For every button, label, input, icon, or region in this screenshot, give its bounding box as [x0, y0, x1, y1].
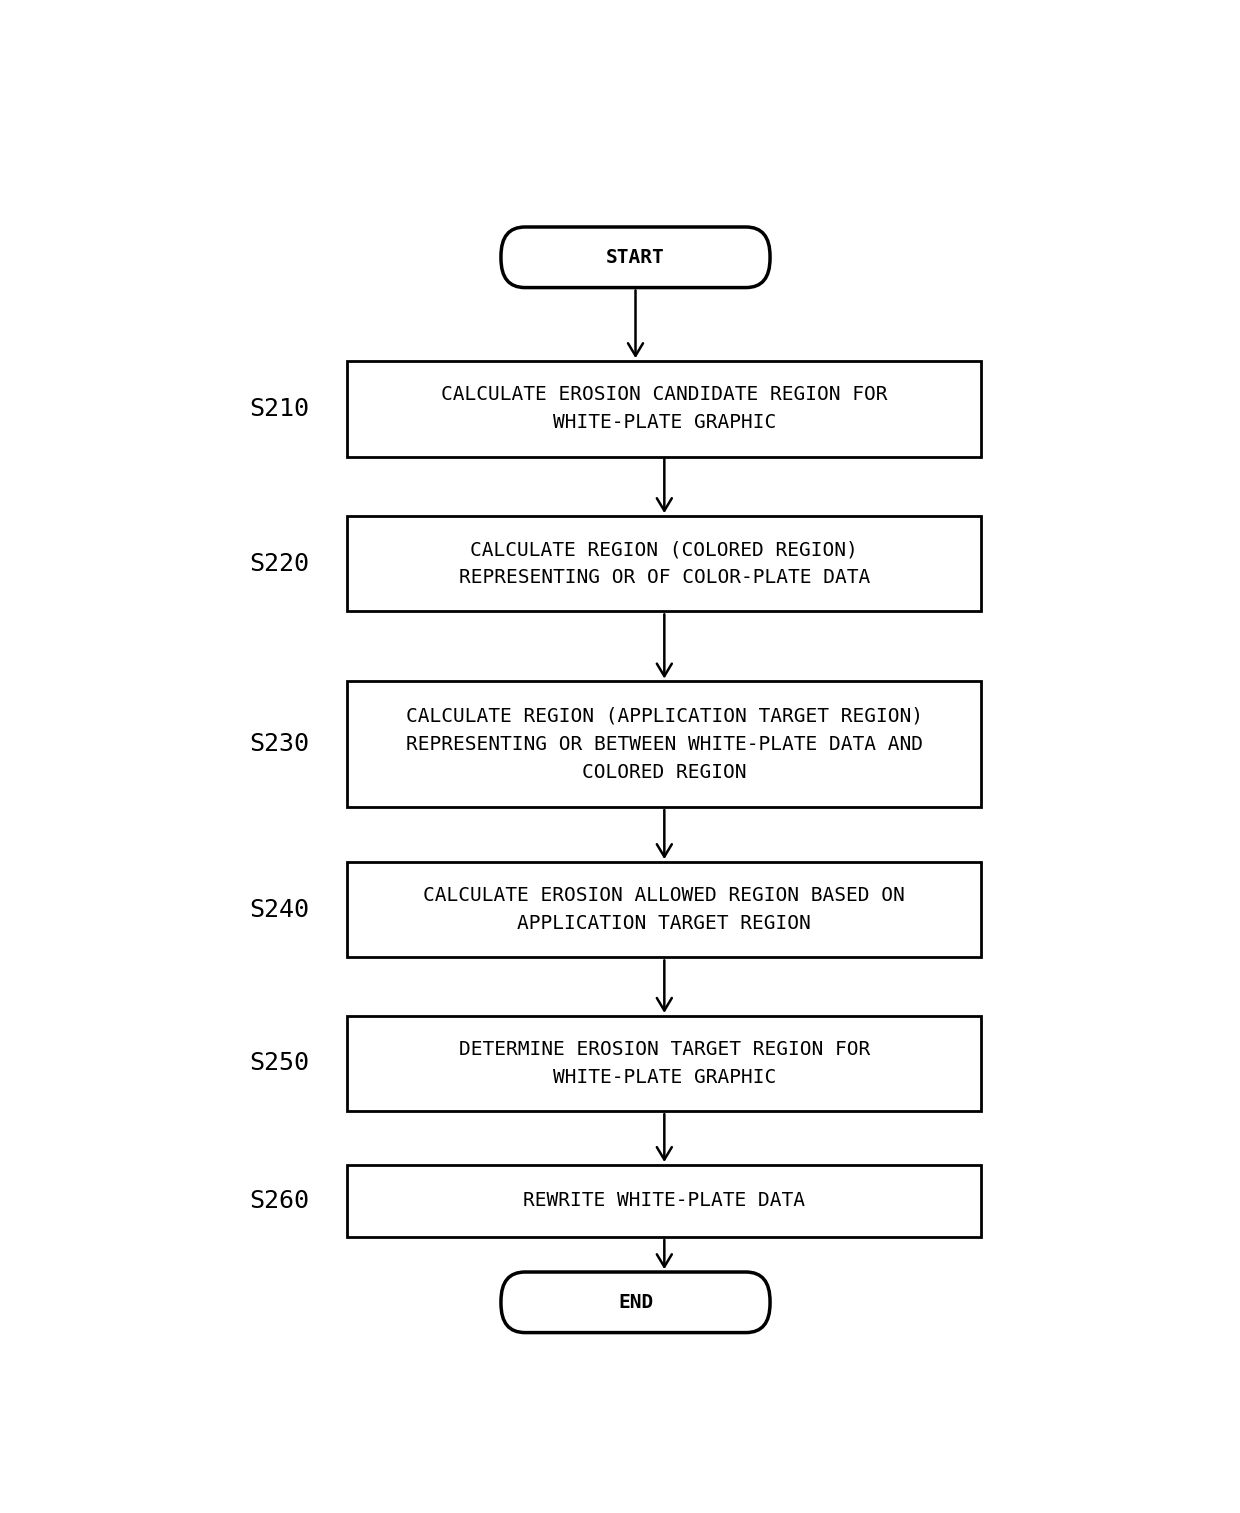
- Bar: [347, 516, 982, 611]
- Text: START: START: [606, 248, 665, 266]
- Text: S220: S220: [249, 552, 309, 575]
- Text: CALCULATE EROSION ALLOWED REGION BASED ON
APPLICATION TARGET REGION: CALCULATE EROSION ALLOWED REGION BASED O…: [423, 887, 905, 934]
- Text: S240: S240: [249, 897, 309, 921]
- FancyBboxPatch shape: [501, 1272, 770, 1333]
- Text: S250: S250: [249, 1052, 309, 1076]
- Text: CALCULATE REGION (APPLICATION TARGET REGION)
REPRESENTING OR BETWEEN WHITE-PLATE: CALCULATE REGION (APPLICATION TARGET REG…: [405, 707, 923, 782]
- Text: S230: S230: [249, 732, 309, 756]
- Text: S210: S210: [249, 396, 309, 421]
- Bar: [347, 1165, 982, 1238]
- FancyBboxPatch shape: [501, 227, 770, 287]
- Text: DETERMINE EROSION TARGET REGION FOR
WHITE-PLATE GRAPHIC: DETERMINE EROSION TARGET REGION FOR WHIT…: [459, 1039, 870, 1086]
- Bar: [347, 862, 982, 958]
- Bar: [347, 681, 982, 806]
- Text: END: END: [618, 1292, 653, 1312]
- Bar: [347, 362, 982, 457]
- Text: REWRITE WHITE-PLATE DATA: REWRITE WHITE-PLATE DATA: [523, 1191, 805, 1210]
- Text: CALCULATE EROSION CANDIDATE REGION FOR
WHITE-PLATE GRAPHIC: CALCULATE EROSION CANDIDATE REGION FOR W…: [441, 386, 888, 433]
- Text: CALCULATE REGION (COLORED REGION)
REPRESENTING OR OF COLOR-PLATE DATA: CALCULATE REGION (COLORED REGION) REPRES…: [459, 540, 870, 587]
- Text: S260: S260: [249, 1189, 309, 1213]
- Bar: [347, 1015, 982, 1111]
